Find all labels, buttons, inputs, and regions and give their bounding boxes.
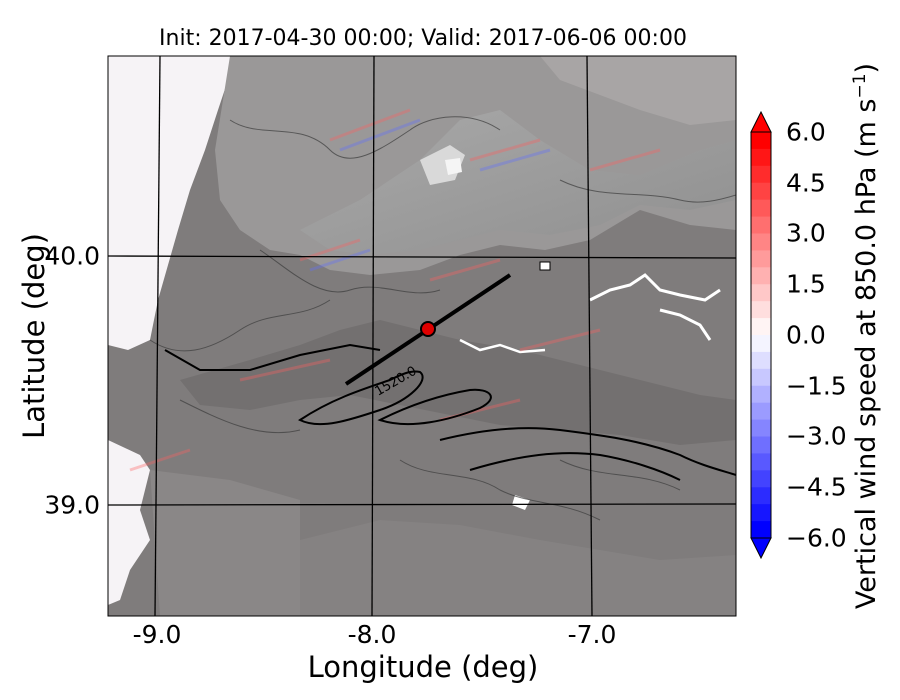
colorbar-tick-label: −3.0: [786, 421, 847, 451]
map-plot-area: 1520.0: [108, 56, 736, 616]
colorbar-tick-label: −1.5: [786, 371, 847, 401]
terrain-contours: [149, 116, 736, 521]
colorbar-band: [751, 250, 771, 268]
colorbar-label-exponent: −1: [850, 73, 870, 99]
colorbar-band: [751, 318, 771, 336]
terrain-northeast: [540, 56, 736, 125]
colorbar-band: [751, 148, 771, 167]
colorbar-band: [751, 132, 771, 150]
colorbar-extend-low: [750, 537, 772, 560]
colorbar: [750, 110, 772, 560]
colorbar-bands: [751, 132, 771, 539]
pressure-contour-1520: [164, 343, 736, 481]
colorbar-band: [751, 487, 771, 505]
colorbar-band: [751, 504, 771, 522]
map-frame: [107, 55, 737, 617]
colorbar-band: [751, 436, 771, 455]
colorbar-band: [751, 351, 771, 370]
colorbar-band: [751, 470, 771, 488]
terrain-summit: [445, 158, 462, 175]
colorbar-tick-label: 4.5: [786, 168, 826, 198]
colorbar-tick-label: 1.5: [786, 269, 826, 299]
colorbar-band: [751, 521, 771, 539]
colorbar-band: [751, 233, 771, 252]
ocean-area-south: [108, 440, 150, 605]
colorbar-band: [751, 453, 771, 471]
river: [659, 308, 712, 341]
terrain-south: [300, 520, 736, 616]
colorbar-tick-label: −6.0: [786, 523, 847, 553]
y-tick-label: 40.0: [44, 241, 100, 271]
x-tick-label: -9.0: [132, 620, 182, 649]
colorbar-band: [751, 165, 771, 184]
colorbar-band: [751, 267, 771, 285]
y-axis-label: Latitude (deg): [17, 233, 51, 439]
terrain-ridge: [300, 110, 736, 255]
colorbar-band: [751, 216, 771, 235]
colorbar-band: [751, 385, 771, 404]
y-tick-label: 39.0: [44, 490, 100, 520]
colorbar-label: Vertical wind speed at 850.0 hPa (m s−1): [850, 63, 882, 609]
colorbar-tick-label: 6.0: [786, 117, 826, 147]
colorbar-band: [751, 199, 771, 218]
colorbar-tick-label: −4.5: [786, 472, 847, 502]
colorbar-tick-label: 0.0: [786, 320, 826, 350]
colorbar-band: [751, 419, 771, 438]
colorbar-band: [751, 182, 771, 201]
river: [459, 338, 546, 354]
colorbar-tick-label: 3.0: [786, 218, 826, 248]
gridlines: [108, 56, 736, 616]
location-marker: [420, 321, 436, 337]
colorbar-label-suffix: ): [851, 62, 882, 74]
ocean-area: [108, 56, 236, 350]
colorbar-band: [751, 301, 771, 319]
colorbar-extend-high: [750, 110, 772, 133]
colorbar-band: [751, 335, 771, 353]
terrain-southwest: [150, 470, 300, 616]
colorbar-frame: [750, 131, 772, 539]
colorbar-band: [751, 368, 771, 387]
x-tick-label: -7.0: [567, 620, 617, 649]
river: [589, 273, 721, 302]
x-tick-label: -8.0: [347, 620, 397, 649]
colorbar-band: [751, 402, 771, 421]
reservoir: [539, 261, 551, 271]
map-title: Init: 2017-04-30 00:00; Valid: 2017-06-0…: [159, 26, 687, 51]
x-axis-label: Longitude (deg): [307, 650, 539, 684]
terrain-peak: [420, 145, 465, 185]
colorbar-band: [751, 284, 771, 302]
colorbar-label-text: Vertical wind speed at 850.0 hPa (m s: [851, 98, 882, 610]
